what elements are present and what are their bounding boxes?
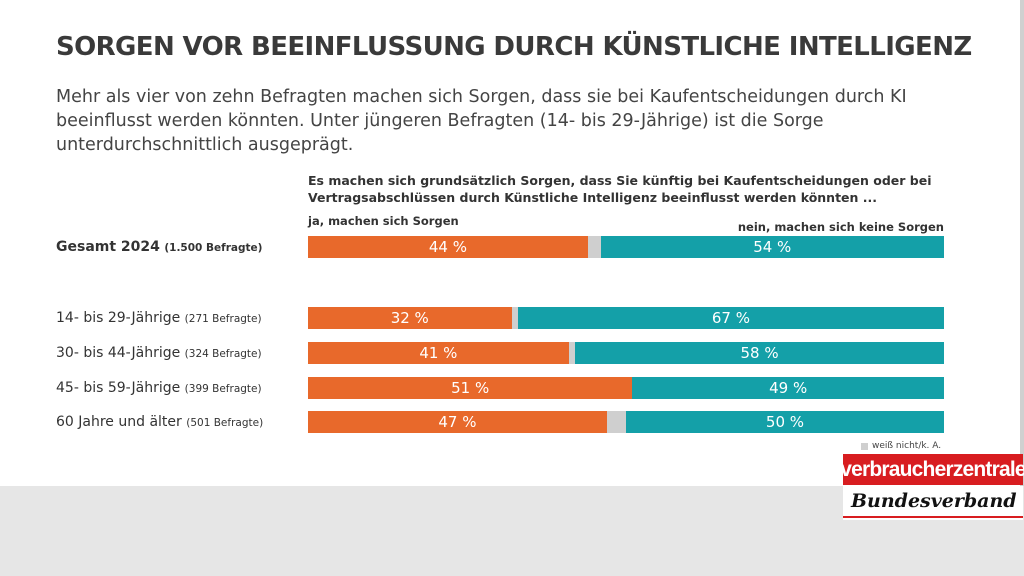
bar-value-label: 50 % [765,413,805,431]
bar-dont-know [587,236,601,258]
bar-dont-know [511,307,518,329]
bar-row: 51 % 49 % [308,377,944,399]
slide: SORGEN VOR BEEINFLUSSUNG DURCH KÜNSTLICH… [0,0,1024,486]
row-label-name: 45- bis 59-Jährige [56,380,181,396]
row-label-name: Gesamt 2024 [56,239,160,255]
page-subtitle: Mehr als vier von zehn Befragten machen … [56,87,907,155]
row-label-name: 30- bis 44-Jährige [56,345,181,361]
logo-bundesverband-text: Bundesverband [851,490,1017,512]
row-label-sample-size: (501 Befragte) [186,417,264,429]
row-label: 14- bis 29-Jährige (271 Befragte) [56,310,262,326]
bar-row: 41 % 58 % [308,342,944,364]
bar-no: 54 % [600,236,944,258]
bar-value-label: 58 % [740,344,779,362]
bar-no: 67 % [517,307,944,329]
row-label-name: 14- bis 29-Jährige [56,310,181,326]
bar-value-label: 51 % [451,379,490,397]
bar-value-label: 47 % [438,413,477,431]
row-label: 60 Jahre und älter (501 Befragte) [56,414,263,430]
row-label-sample-size: (324 Befragte) [184,348,262,360]
row-label: 30- bis 44-Jährige (324 Befragte) [56,345,262,361]
series-label-yes: ja, machen sich Sorgen [308,214,459,228]
row-label: Gesamt 2024 (1.500 Befragte) [56,239,262,255]
slide-edge [1020,0,1024,486]
bar-value-label: 41 % [419,344,458,362]
row-label-sample-size: (271 Befragte) [184,313,262,325]
bar-value-label: 32 % [390,309,429,327]
bar-value-label: 49 % [769,379,808,397]
series-label-no: nein, machen sich keine Sorgen [737,220,944,234]
logo-bundesverband: Bundesverband [843,486,1023,520]
bar-no: 58 % [575,342,944,364]
bar-value-label: 67 % [711,309,750,327]
logo-verbraucherzentrale: verbraucherzentrale [840,454,1024,485]
bar-yes: 41 % [308,342,569,364]
bar-yes: 47 % [308,411,607,433]
logo-underline [843,516,1023,518]
bar-no: 49 % [632,377,944,399]
legend-label-dont-know: weiß nicht/k. A. [872,441,942,451]
bar-yes: 51 % [308,377,633,399]
row-label-name: 60 Jahre und älter [56,414,182,430]
bar-value-label: 54 % [753,238,792,256]
bar-no: 50 % [625,411,944,433]
bar-yes: 32 % [308,307,512,329]
bar-value-label: 44 % [428,238,467,256]
chart-title: Es machen sich grundsätzlich Sorgen, das… [308,173,932,205]
bar-dont-know [606,411,626,433]
page-title: SORGEN VOR BEEINFLUSSUNG DURCH KÜNSTLICH… [56,32,972,62]
row-label: 45- bis 59-Jährige (399 Befragte) [56,380,262,396]
bar-row: 47 % 50 % [308,411,944,433]
legend-dont-know: weiß nicht/k. A. [861,441,941,451]
row-label-sample-size: (399 Befragte) [184,383,262,395]
legend-swatch-dont-know [861,442,868,450]
bar-yes: 44 % [308,236,588,258]
row-label-sample-size: (1.500 Befragte) [164,242,263,254]
bar-row: 44 % 54 % [308,236,944,258]
bar-dont-know [568,342,576,364]
bar-row: 32 % 67 % [308,307,944,329]
